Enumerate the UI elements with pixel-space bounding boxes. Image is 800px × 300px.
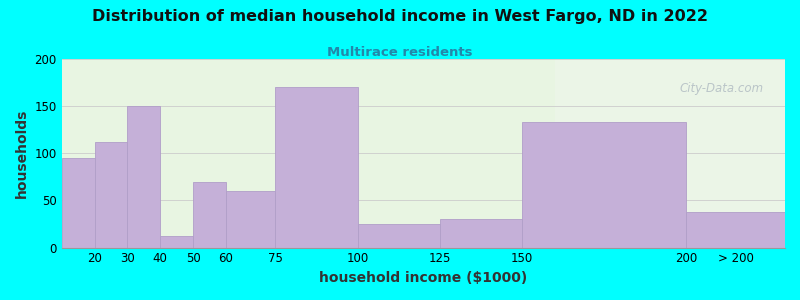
Bar [555, 59, 800, 247]
Bar [127, 106, 160, 247]
Bar [358, 224, 440, 247]
Bar [522, 122, 686, 248]
Bar [193, 182, 226, 248]
Bar [94, 142, 127, 248]
Bar [160, 236, 193, 247]
Text: City-Data.com: City-Data.com [679, 82, 763, 94]
Bar [686, 212, 785, 247]
Y-axis label: households: households [15, 109, 29, 198]
Bar [226, 191, 275, 247]
X-axis label: household income ($1000): household income ($1000) [319, 271, 527, 285]
Bar [440, 219, 522, 247]
Bar [62, 158, 94, 247]
Text: Distribution of median household income in West Fargo, ND in 2022: Distribution of median household income … [92, 9, 708, 24]
Bar [275, 87, 358, 248]
Text: Multirace residents: Multirace residents [327, 46, 473, 59]
